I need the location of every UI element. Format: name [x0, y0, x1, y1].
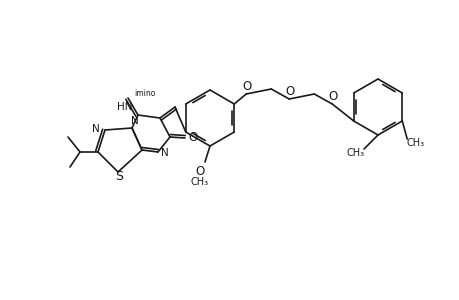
Text: O: O: [195, 164, 204, 178]
Text: imino: imino: [134, 88, 155, 98]
Text: O: O: [242, 80, 252, 92]
Text: CH₃: CH₃: [405, 138, 423, 148]
Text: N: N: [131, 116, 139, 126]
Text: S: S: [115, 170, 123, 184]
Text: HN: HN: [117, 102, 133, 112]
Text: N: N: [92, 124, 100, 134]
Text: N: N: [161, 148, 168, 158]
Text: O: O: [285, 85, 294, 98]
Text: CH₃: CH₃: [190, 177, 208, 187]
Text: O: O: [188, 130, 197, 143]
Text: CH₃: CH₃: [346, 148, 364, 158]
Text: O: O: [328, 89, 337, 103]
